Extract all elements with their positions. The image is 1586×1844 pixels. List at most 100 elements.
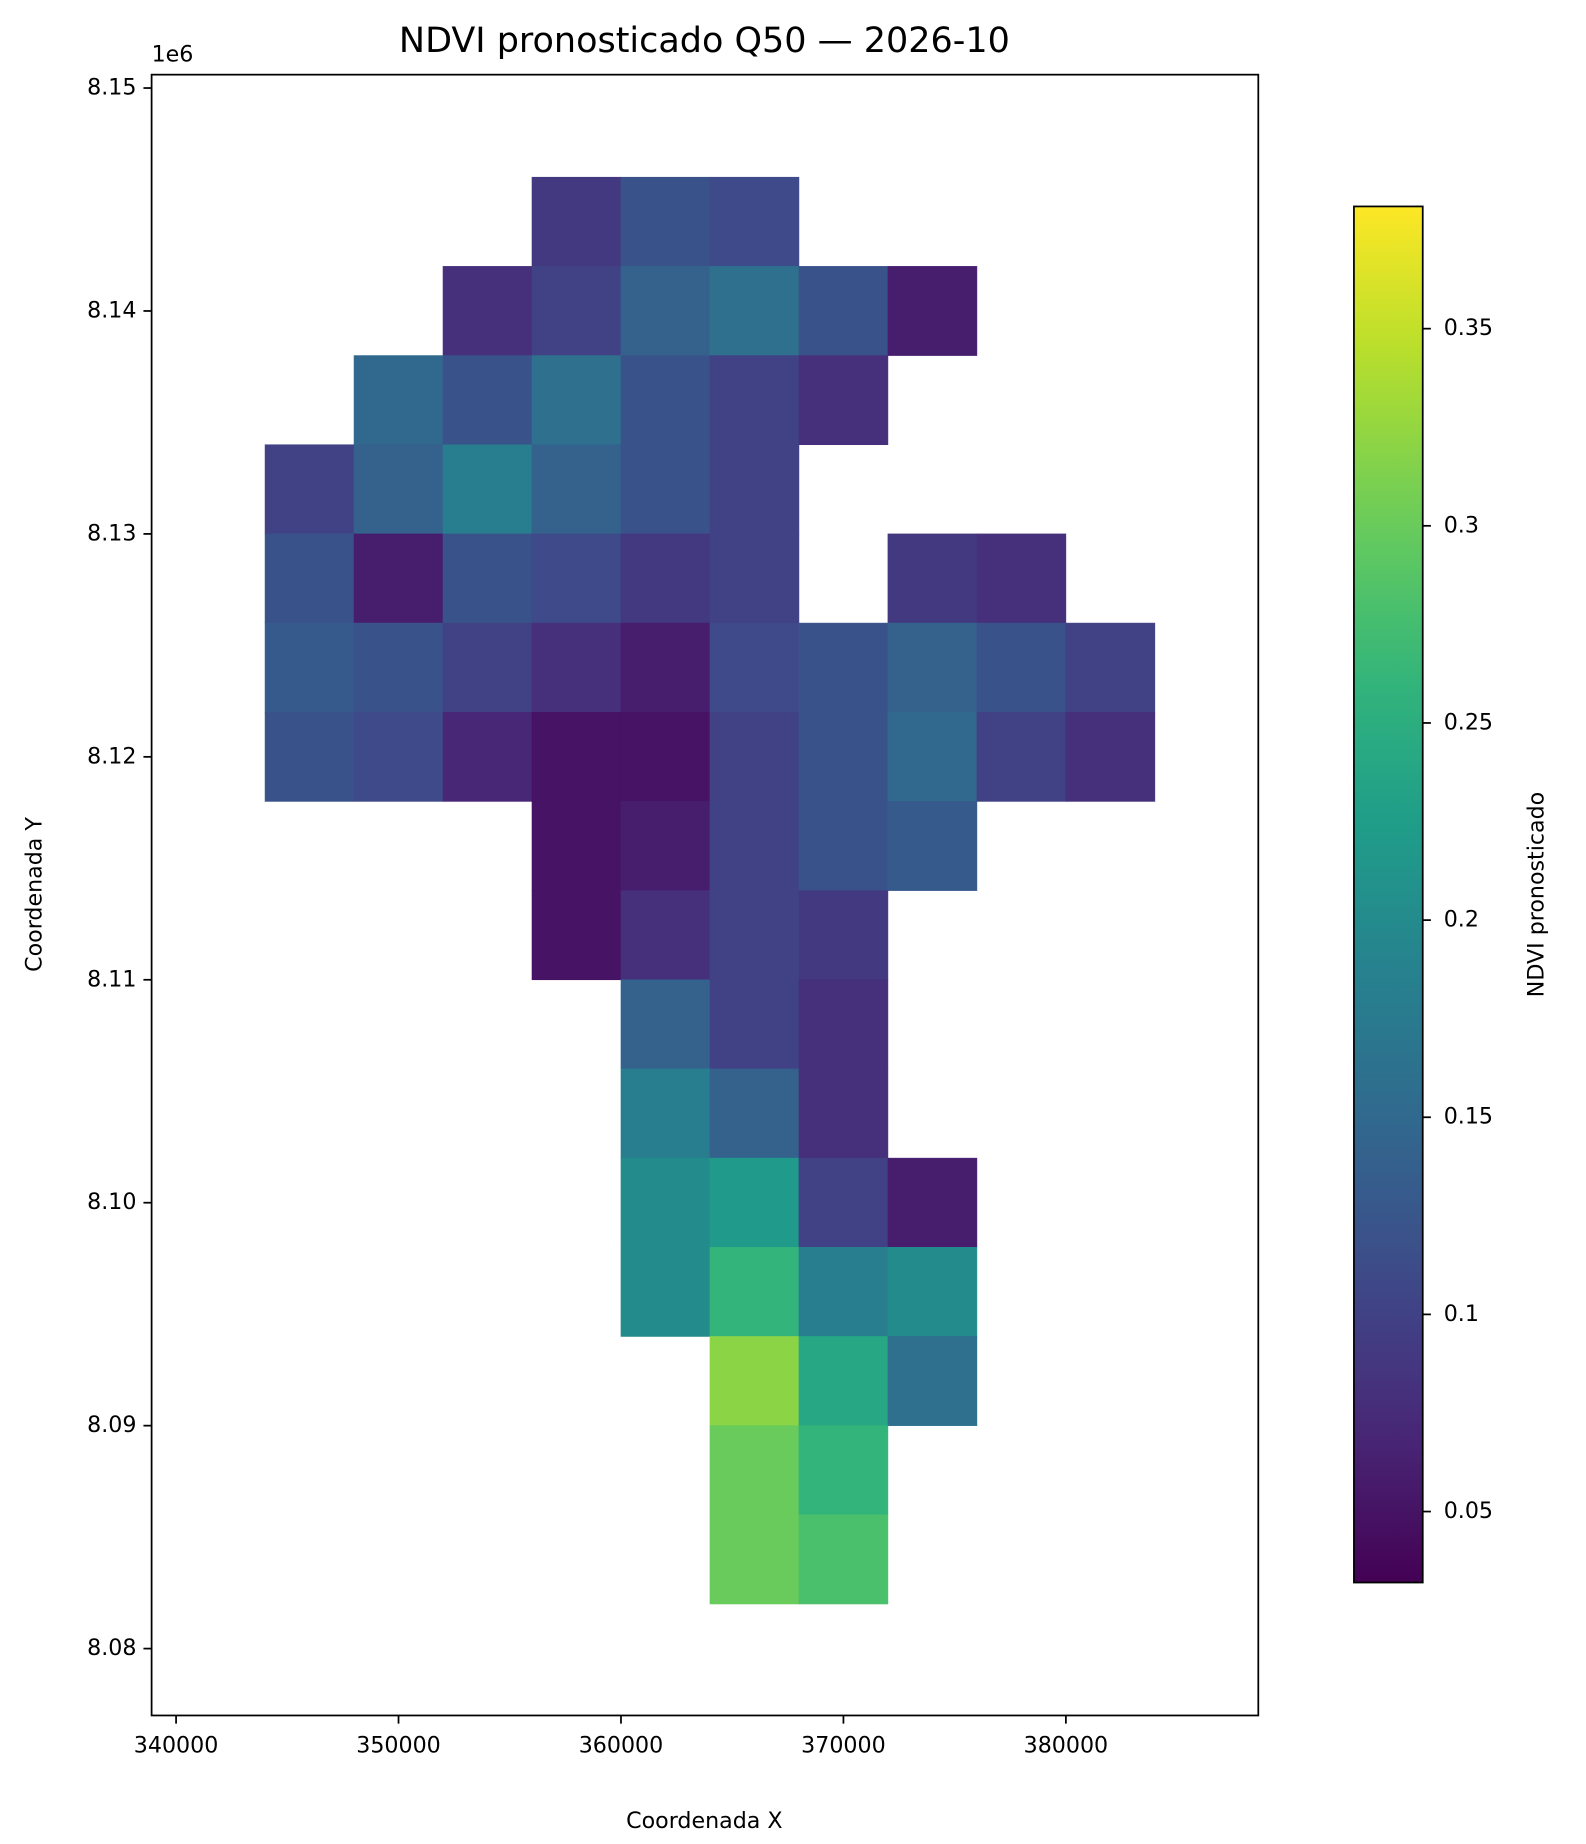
colorbar-tick-label: 0.1 (1444, 1301, 1479, 1327)
raster-cell (353, 355, 444, 446)
raster-cell (709, 1425, 800, 1516)
raster-cell (620, 176, 711, 267)
raster-cell (709, 711, 800, 802)
raster-cell (709, 1068, 800, 1159)
y-tick-label: 8.13 (87, 520, 136, 546)
raster-cell (442, 711, 533, 802)
colorbar-tick-label: 0.05 (1444, 1498, 1493, 1524)
raster-cell (887, 801, 978, 891)
x-tick-label: 350000 (356, 1732, 441, 1758)
colorbar-tick-label: 0.25 (1444, 709, 1493, 735)
raster-cell (887, 1247, 978, 1337)
raster-cell (976, 622, 1067, 713)
chart-title: NDVI pronosticado Q50 — 2026-10 (399, 21, 1010, 61)
colorbar-tick-label: 0.3 (1444, 512, 1479, 538)
raster-cell (709, 801, 800, 891)
raster-cell (264, 533, 355, 624)
raster-cell (620, 533, 711, 624)
raster-cell (709, 622, 800, 713)
raster-cell (531, 355, 622, 446)
raster-cell (709, 355, 800, 446)
x-tick-label: 360000 (579, 1732, 664, 1758)
raster-cell (353, 533, 444, 624)
y-tick-label: 8.15 (87, 75, 136, 101)
y-tick-label: 8.08 (87, 1635, 136, 1661)
raster-cell (620, 444, 711, 535)
raster-cell (353, 711, 444, 802)
colorbar-tick-label: 0.2 (1444, 907, 1479, 933)
raster-cell (798, 1425, 889, 1516)
raster-cell (887, 1336, 978, 1426)
plot-frame (150, 73, 1260, 1717)
raster-cell (442, 533, 533, 624)
raster-cell (709, 266, 800, 356)
raster-cell (798, 622, 889, 713)
y-tick-label: 8.10 (87, 1189, 136, 1215)
raster-cell (887, 533, 978, 624)
raster-cell (531, 266, 622, 356)
raster-cell (798, 1247, 889, 1337)
raster-cell (620, 266, 711, 356)
raster-cell (620, 711, 711, 802)
raster-cell (531, 711, 622, 802)
raster-cell (620, 1247, 711, 1337)
raster-cell (887, 711, 978, 802)
raster-cell (264, 622, 355, 713)
raster-cell (620, 801, 711, 891)
raster-cell (531, 622, 622, 713)
y-axis-label: Coordenada Y (21, 817, 47, 972)
colorbar-tick-label: 0.35 (1444, 315, 1493, 341)
raster-cell (620, 1068, 711, 1159)
raster-cell (709, 1157, 800, 1248)
colorbar-tick-label: 0.15 (1444, 1104, 1493, 1130)
raster-cell (887, 1157, 978, 1248)
raster-cell (620, 355, 711, 446)
raster-cell (442, 622, 533, 713)
raster-cell (709, 890, 800, 981)
x-tick-label: 340000 (134, 1732, 219, 1758)
raster-cell (798, 711, 889, 802)
raster-cell (798, 1068, 889, 1159)
raster-cell (798, 355, 889, 446)
raster-cell (887, 266, 978, 356)
raster-cell (264, 444, 355, 535)
raster-cell (709, 533, 800, 624)
raster-cell (620, 1157, 711, 1248)
raster-cell (709, 1336, 800, 1426)
raster-cell (531, 444, 622, 535)
raster-cell (620, 622, 711, 713)
raster-cell (976, 533, 1067, 624)
raster-cell (620, 979, 711, 1070)
raster-cell (709, 444, 800, 535)
raster-cell (442, 444, 533, 535)
raster-cell (531, 533, 622, 624)
raster-cell (798, 266, 889, 356)
raster-cell (264, 711, 355, 802)
y-tick-label: 8.11 (87, 966, 136, 992)
raster-cell (798, 1157, 889, 1248)
raster-cell (531, 801, 622, 891)
colorbar (1353, 205, 1424, 1584)
y-tick-label: 8.09 (87, 1412, 136, 1438)
raster-cell (620, 890, 711, 981)
raster-cell (709, 1247, 800, 1337)
x-tick-label: 380000 (1024, 1732, 1109, 1758)
raster-cell (976, 711, 1067, 802)
raster-cell (709, 176, 800, 267)
raster-cell (442, 266, 533, 356)
raster-cell (798, 801, 889, 891)
raster-cell (531, 890, 622, 981)
raster-cell (1065, 711, 1156, 802)
y-offset-label: 1e6 (152, 41, 194, 67)
y-tick-label: 8.14 (87, 297, 136, 323)
raster-cell (798, 979, 889, 1070)
raster-cell (353, 444, 444, 535)
raster-cell (442, 355, 533, 446)
x-tick-label: 370000 (801, 1732, 886, 1758)
raster-cell (709, 979, 800, 1070)
raster-cell (798, 1514, 889, 1605)
raster-cell (887, 622, 978, 713)
raster-cell (798, 1336, 889, 1426)
raster-cell (353, 622, 444, 713)
